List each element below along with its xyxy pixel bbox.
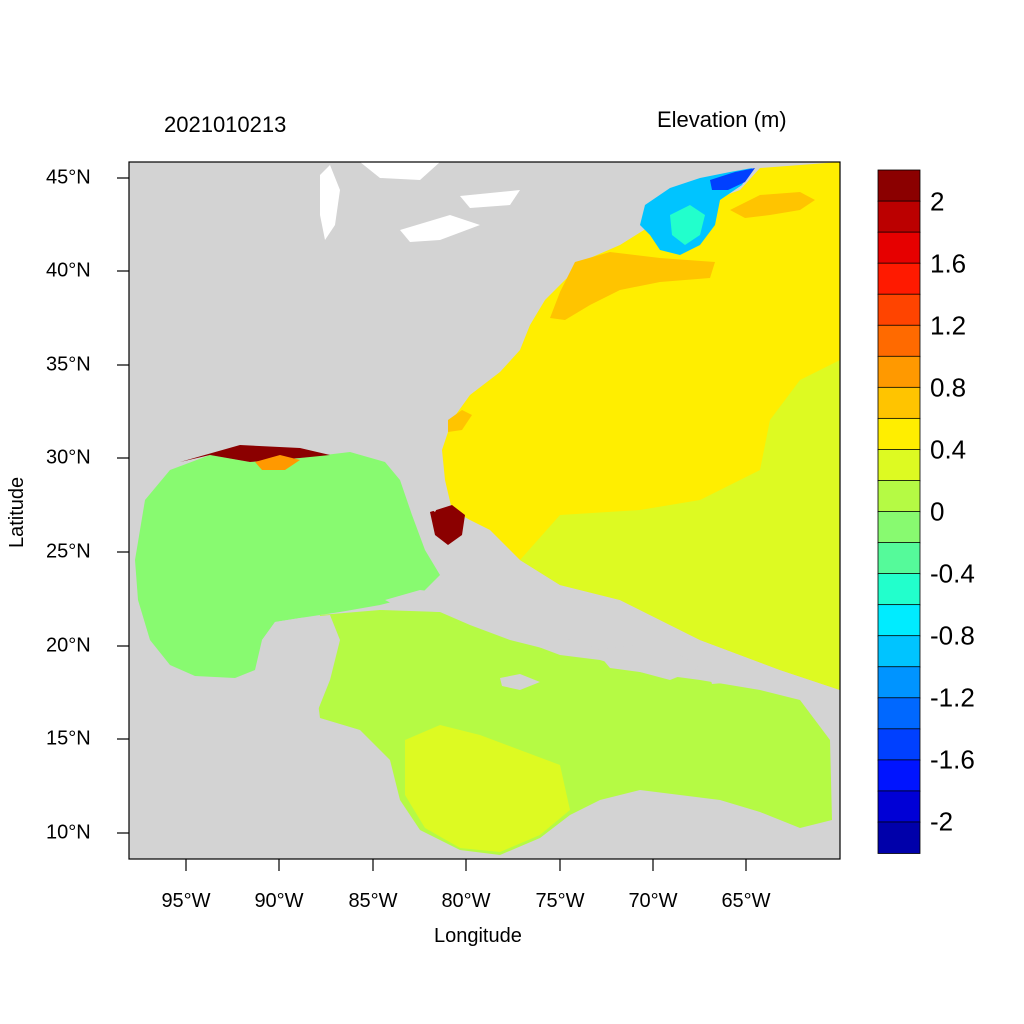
x-tick-label: 75°W [535, 890, 585, 912]
colorbar-label: 1.2 [930, 310, 967, 341]
colorbar-swatch [877, 573, 921, 606]
colorbar-label: 1.6 [930, 248, 967, 279]
y-tick-label: 40°N [46, 259, 91, 282]
colorbar-swatch [877, 262, 921, 296]
colorbar-swatch [877, 604, 921, 637]
timestamp-title: 2021010213 [164, 112, 287, 137]
mid-atlantic-shelf-surge [550, 252, 715, 320]
hispaniola-land [595, 645, 700, 680]
colorbar-swatch [877, 169, 921, 202]
colorbar-label: -0.8 [930, 620, 975, 651]
variable-title: Elevation (m) [657, 107, 787, 132]
gulf-of-maine-cyan [670, 205, 705, 245]
y-tick-label: 15°N [46, 727, 91, 750]
colorbar-swatch [877, 355, 921, 389]
south-caribbean-patch [405, 725, 570, 852]
colorbar-swatch [877, 697, 921, 730]
colorbar-swatch [877, 449, 921, 482]
colorbar-swatch [877, 386, 921, 420]
y-tick-label: 30°N [46, 446, 91, 469]
colorbar-swatch [877, 728, 921, 761]
colorbar-label: -1.6 [930, 744, 975, 775]
y-tick-label: 35°N [46, 353, 91, 376]
open-ocean-region [520, 360, 840, 690]
colorbar-swatch [877, 666, 921, 699]
gulf-of-maine-lowest [710, 168, 755, 190]
florida-land [395, 450, 445, 512]
colorbar-swatch [877, 480, 921, 513]
y-tick-label: 45°N [46, 166, 91, 189]
x-tick-label: 85°W [348, 890, 398, 912]
colorbar-swatch [877, 821, 921, 854]
y-tick-label: 25°N [46, 540, 91, 563]
cuba-land [385, 590, 595, 655]
x-axis-label: Longitude [434, 925, 522, 947]
colorbar-swatch [877, 790, 921, 823]
colorbar-label: 0.8 [930, 372, 967, 403]
colorbar-label: -1.2 [930, 682, 975, 713]
plot-frame [128, 161, 841, 860]
y-tick-label: 20°N [46, 634, 91, 657]
colorbar-swatch [877, 324, 921, 358]
nova-scotia-shelf-surge [730, 192, 815, 218]
great-lakes [320, 162, 520, 242]
x-tick-label: 90°W [254, 890, 304, 912]
colorbar-swatch [877, 542, 921, 575]
y-tick-marks [117, 177, 129, 834]
colorbar-swatch [877, 417, 921, 451]
colorbar-swatch [877, 759, 921, 792]
colorbar-label: 0 [930, 496, 945, 527]
colorbar [877, 169, 921, 854]
puerto-rico-land [710, 676, 735, 684]
map-panel [129, 162, 840, 859]
colorbar-label: -0.4 [930, 558, 975, 589]
louisiana-coast-orange [255, 455, 300, 470]
x-tick-label: 70°W [628, 890, 678, 912]
colorbar-swatch [877, 231, 921, 265]
south-florida-surge [430, 505, 465, 545]
colorbar-label: -2 [930, 806, 954, 837]
y-tick-label: 10°N [46, 821, 91, 844]
colorbar-swatch [877, 200, 921, 234]
gulf-coast-surge-strip [180, 445, 330, 462]
jamaica-land [500, 674, 540, 690]
colorbar-label: 0.4 [930, 434, 967, 465]
colorbar-swatch [877, 293, 921, 327]
colorbar-swatch [877, 511, 921, 544]
colorbar-label: 2 [930, 186, 945, 217]
gulf-of-mexico-region [135, 452, 440, 678]
colorbar-swatch [877, 635, 921, 668]
x-tick-marks [185, 859, 747, 871]
x-tick-label: 65°W [721, 890, 771, 912]
y-axis-label: Latitude [6, 476, 28, 548]
yucatan-land [262, 615, 340, 710]
carolina-shelf-surge [448, 410, 472, 432]
x-tick-label: 80°W [441, 890, 491, 912]
x-tick-label: 95°W [161, 890, 211, 912]
